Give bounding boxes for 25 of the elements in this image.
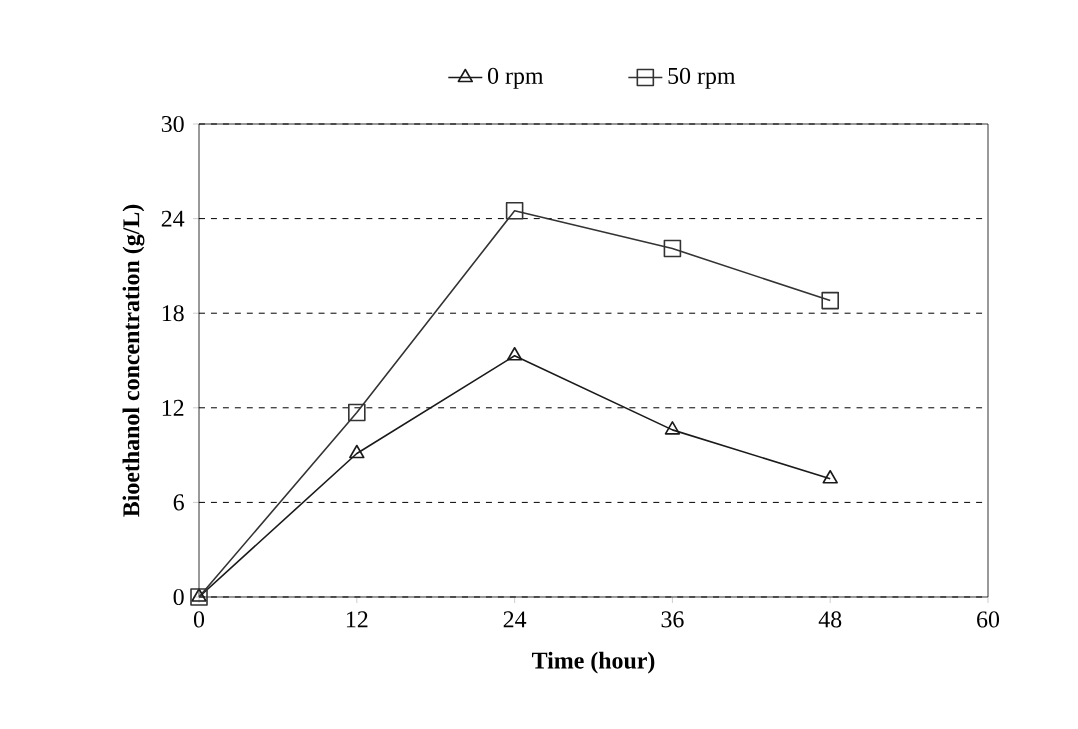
x-tick-label: 60 (977, 611, 1000, 628)
x-tick-label: 36 (661, 611, 684, 628)
x-tick-label: 24 (503, 611, 527, 628)
point (348, 403, 366, 422)
point (663, 239, 682, 258)
x-tick-label: 48 (818, 611, 842, 628)
y-tick-label: 18 (162, 305, 184, 322)
x-tick-label: 0 (193, 611, 205, 628)
y-tick-label: 30 (161, 115, 184, 133)
y-tick-label: 12 (162, 399, 184, 416)
point (822, 469, 838, 484)
point (506, 346, 523, 361)
y-tick-label: 6 (173, 494, 184, 511)
x-axis-title: Time (hour) (532, 651, 655, 674)
point (505, 201, 524, 220)
point (349, 444, 365, 459)
x-tick-label: 12 (346, 611, 368, 628)
point (664, 421, 681, 435)
y-axis-title: Bioethanol concentration (g/L) (122, 204, 145, 517)
legend-label: 0 rpm (488, 67, 544, 89)
point (821, 291, 840, 310)
y-tick-label: 0 (173, 588, 184, 606)
y-tick-label: 24 (161, 210, 185, 227)
point (191, 588, 207, 602)
legend-label: 50 rpm (668, 67, 736, 89)
